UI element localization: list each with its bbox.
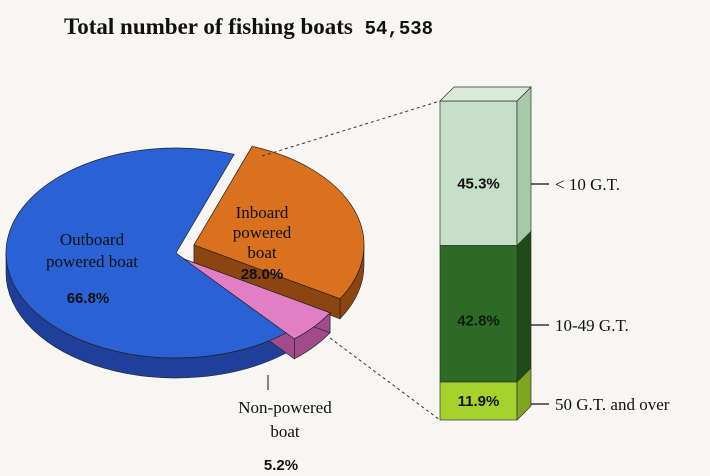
slice-name-inboard-0: Inboard [236,203,289,222]
bar-segment-side-2 [516,367,532,421]
connector-top [261,100,441,157]
chart-title: Total number of fishing boats 54,538 [64,14,433,40]
bar-pct-2: 11.9% [458,393,500,410]
bar-pct-1: 42.8% [457,313,500,330]
total-count: 54,538 [364,18,434,40]
slice-name-nonpowered-0: Non-powered [238,398,332,417]
bar-segment-1 [439,245,518,383]
pie-slice-non-powered [183,258,331,340]
chart-title-text: Total number of fishing boats [64,14,353,39]
slice-name-inboard-2: boat [247,243,277,262]
bar-category-1: 10-49 G.T. [555,316,629,335]
connector-lines [261,100,441,421]
slice-pct-outboard: 66.8% [67,290,110,307]
connector-bottom [329,337,441,421]
pie-slice-outboard [5,147,288,359]
slice-name-inboard-1: powered [233,223,292,242]
pie-slice-inboard [193,145,365,300]
slice-pct-inboard: 28.0% [241,266,284,283]
bar-segment-side-1 [516,230,532,383]
slice-pct-nonpowered: 5.2% [264,457,298,474]
slice-name-outboard-0: Outboard [60,230,125,249]
stacked-bar [439,86,532,421]
bar-segment-side-0 [516,86,532,247]
slice-name-nonpowered-1: boat [270,422,300,441]
bar-category-0: < 10 G.T. [555,175,620,194]
bar-category-2: 50 G.T. and over [555,395,670,414]
bar-segment-0 [439,100,518,246]
bar-top-face [439,86,532,102]
pie-slices [5,145,365,359]
bar-pct-0: 45.3% [457,175,500,192]
slice-name-outboard-1: powered boat [46,252,138,271]
bar-segment-2 [439,381,518,421]
